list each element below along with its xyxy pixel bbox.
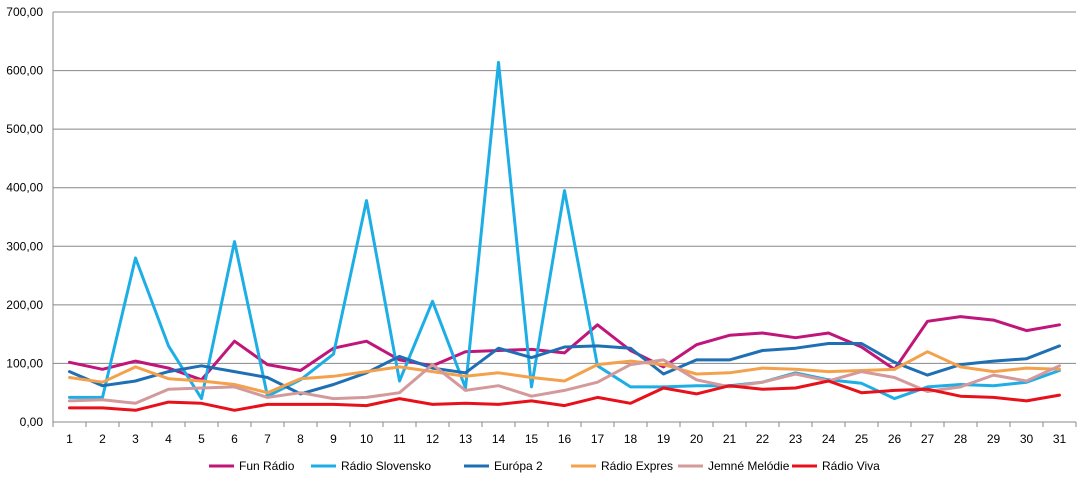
x-tick-label: 2 [99,432,106,446]
legend-label: Rádio Expres [601,459,673,473]
x-tick-label: 28 [954,432,968,446]
legend-label: Rádio Viva [822,459,880,473]
x-tick-label: 10 [360,432,374,446]
y-tick-label: 300,00 [6,239,43,253]
legend-label: Fun Rádio [239,459,295,473]
y-tick-label: 700,00 [6,5,43,19]
x-tick-label: 14 [492,432,506,446]
x-tick-label: 27 [921,432,935,446]
x-tick-label: 20 [690,432,704,446]
x-tick-label: 22 [756,432,770,446]
series-line-4 [68,358,1061,405]
series-line-3 [68,350,1061,395]
series-line-2 [68,342,1061,396]
x-tick-label: 7 [264,432,271,446]
x-tick-label: 9 [330,432,337,446]
legend: Fun Rádio Rádio Slovensko Európa 2 Rádio Ex… [209,459,880,473]
y-tick-label: 200,00 [6,298,43,312]
x-tick-label: 3 [132,432,139,446]
x-tick-label: 25 [855,432,869,446]
y-tick-label: 500,00 [6,122,43,136]
x-tick-label: 4 [165,432,172,446]
y-tick-label: 100,00 [6,356,43,370]
x-tick-label: 24 [822,432,836,446]
x-tick-label: 12 [426,432,440,446]
x-tick-label: 15 [525,432,539,446]
x-tick-label: 31 [1053,432,1067,446]
x-tick-label: 18 [624,432,638,446]
series-line-1 [68,60,1061,401]
y-tick-label: 400,00 [6,181,43,195]
series-line-5 [68,379,1061,412]
series-lines [68,60,1061,412]
legend-label: Európa 2 [494,459,543,473]
x-tick-label: 30 [1020,432,1034,446]
x-tick-label: 5 [198,432,205,446]
x-tick-label: 29 [987,432,1001,446]
legend-label: Jemné Melódie [708,459,790,473]
x-tick-label: 21 [723,432,737,446]
x-tick-label: 23 [789,432,803,446]
x-tick-label: 6 [231,432,238,446]
x-tick-label: 11 [393,432,406,446]
x-tick-label: 19 [657,432,671,446]
axes: 0,00 100,00 200,00 300,00 400,00 500,00 600,00… [6,5,1077,446]
x-tick-label: 26 [888,432,902,446]
x-tick-label: 8 [297,432,304,446]
legend-label: Rádio Slovensko [341,459,431,473]
x-tick-label: 16 [558,432,572,446]
y-tick-label: 0,00 [20,415,44,429]
y-tick-label: 600,00 [6,64,43,78]
gridlines [53,11,1076,423]
x-tick-label: 17 [591,432,605,446]
x-tick-label: 13 [459,432,473,446]
x-tick-label: 1 [66,432,73,446]
